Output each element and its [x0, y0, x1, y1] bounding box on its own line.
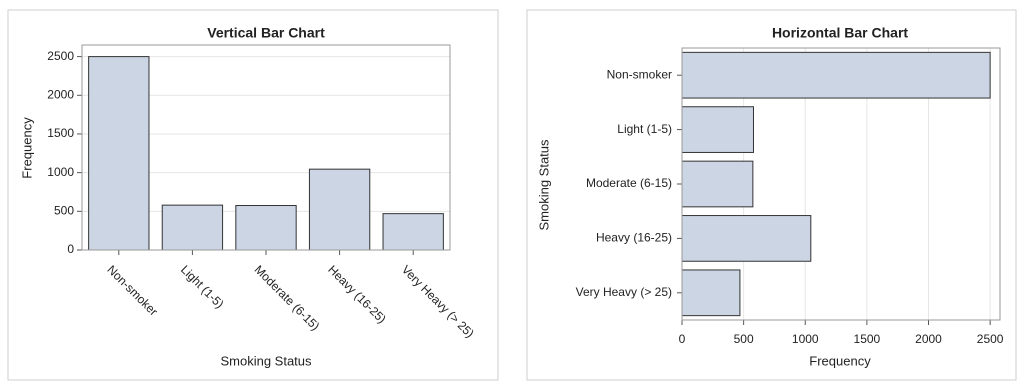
chart-title: Vertical Bar Chart	[207, 25, 325, 41]
x-tick-label: 2000	[915, 332, 942, 346]
x-axis-label: Frequency	[809, 353, 871, 368]
x-tick-label: Heavy (16-25)	[325, 262, 389, 326]
x-tick-label: 500	[734, 332, 754, 346]
y-tick-label: 2000	[47, 87, 74, 101]
plot-frame	[81, 44, 451, 251]
y-tick-label: Very Heavy (> 25)	[576, 285, 672, 299]
bar	[681, 106, 754, 153]
y-tick-label: 0	[67, 242, 74, 256]
y-tick-label: 2500	[47, 49, 74, 63]
y-tick-label: Light (1-5)	[617, 122, 672, 136]
bar	[681, 160, 754, 208]
y-tick-label: 1500	[47, 126, 74, 140]
x-tick-label: 0	[679, 332, 686, 346]
chart-title: Horizontal Bar Chart	[772, 25, 908, 41]
x-tick-label: Light (1-5)	[178, 262, 227, 311]
y-axis-label: Smoking Status	[536, 139, 551, 231]
x-axis-label: Smoking Status	[220, 353, 312, 368]
plot-frame	[681, 47, 1001, 321]
y-tick-label: Non-smoker	[607, 67, 672, 81]
y-tick-label: 500	[54, 203, 74, 217]
panel	[526, 9, 1017, 381]
y-tick-label: Moderate (6-15)	[586, 176, 672, 190]
bar	[681, 51, 991, 99]
bar	[161, 204, 224, 251]
bar	[382, 213, 444, 251]
x-tick-label: 1000	[792, 332, 819, 346]
bar	[681, 215, 812, 262]
bar	[308, 168, 371, 251]
x-tick-label: Very Heavy (> 25)	[399, 262, 477, 340]
y-tick-label: 1000	[47, 165, 74, 179]
x-tick-label: 1500	[854, 332, 881, 346]
bar	[235, 205, 297, 251]
bar	[681, 269, 741, 317]
y-tick-label: Heavy (16-25)	[596, 231, 672, 245]
x-tick-label: 2500	[977, 332, 1004, 346]
y-axis-label: Frequency	[19, 117, 34, 179]
x-tick-label: Non-smoker	[104, 262, 160, 318]
x-tick-label: Moderate (6-15)	[252, 262, 323, 333]
panel	[7, 9, 499, 381]
bar	[88, 56, 150, 251]
